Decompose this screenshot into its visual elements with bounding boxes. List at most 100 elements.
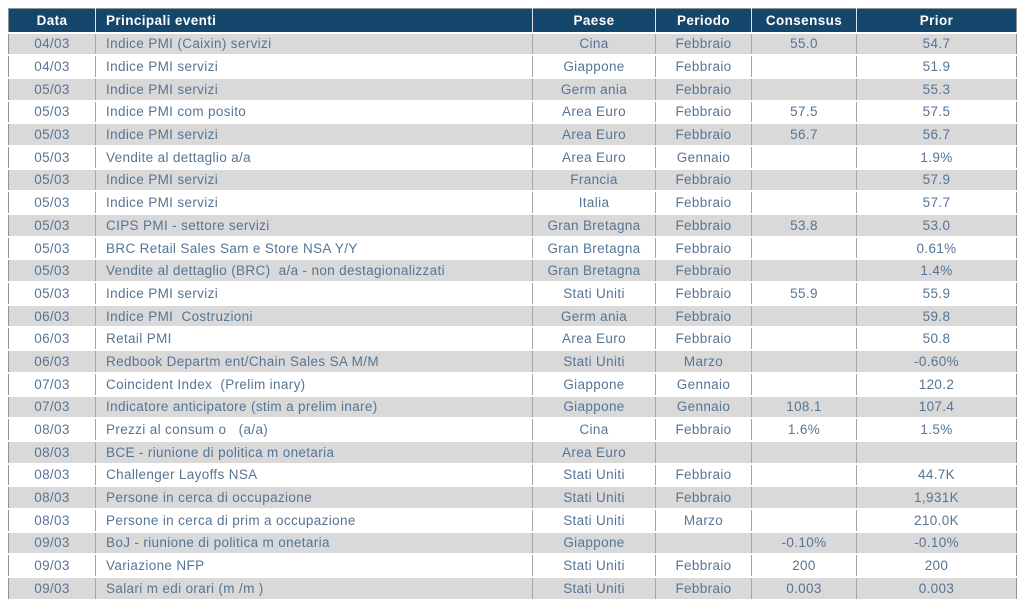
cell-paese: Stati Uniti (532, 282, 656, 306)
cell-paese: Cina (532, 32, 656, 57)
table-row: 06/03 Retail PMI Area Euro Febbraio 50.8 (8, 327, 1017, 352)
cell-prior: 120.2 (856, 372, 1017, 397)
cell-consensus: 1.6% (751, 418, 857, 442)
cell-evento: Redbook Departm ent/Chain Sales SA M/M (95, 350, 533, 374)
table-row: 05/03 Indice PMI servizi Germ ania Febbraio… (8, 77, 1017, 102)
column-header-prior: Prior (856, 8, 1017, 34)
table-row: 06/03 Indice PMI Costruzioni Germ ania Febb… (8, 304, 1017, 329)
cell-evento: Indice PMI servizi (95, 55, 533, 79)
cell-paese: Gran Bretagna (532, 214, 656, 238)
cell-data: 07/03 (8, 395, 96, 420)
cell-data: 08/03 (8, 463, 96, 488)
cell-data: 05/03 (8, 191, 96, 215)
cell-paese: Francia (532, 168, 656, 193)
cell-paese: Giappone (532, 55, 656, 79)
cell-evento: Salari m edi orari (m /m ) (95, 577, 533, 601)
cell-paese: Stati Uniti (532, 463, 656, 488)
cell-data: 05/03 (8, 100, 96, 125)
table-row: 08/03 Persone in cerca di occupazione Stat… (8, 486, 1017, 510)
cell-consensus (751, 372, 857, 397)
cell-evento: Indicatore anticipatore (stim a prelim i… (95, 395, 533, 420)
cell-periodo: Gennaio (655, 395, 752, 420)
cell-periodo: Marzo (655, 508, 752, 533)
table-header: Data Principali eventi Paese Periodo Con… (8, 8, 1017, 34)
cell-periodo: Febbraio (655, 191, 752, 215)
cell-paese: Germ ania (532, 77, 656, 102)
cell-prior: 50.8 (856, 327, 1017, 352)
cell-evento: Persone in cerca di occupazione (95, 486, 533, 510)
cell-periodo: Febbraio (655, 282, 752, 306)
cell-consensus (751, 463, 857, 488)
cell-evento: Indice PMI servizi (95, 282, 533, 306)
cell-prior: 44.7K (856, 463, 1017, 488)
cell-consensus (751, 304, 857, 329)
cell-periodo (655, 531, 752, 556)
cell-evento: CIPS PMI - settore servizi (95, 214, 533, 238)
cell-paese: Stati Uniti (532, 350, 656, 374)
column-header-data: Data (8, 8, 96, 34)
cell-periodo: Febbraio (655, 418, 752, 442)
cell-data: 06/03 (8, 304, 96, 329)
cell-consensus: 57.5 (751, 100, 857, 125)
cell-consensus (751, 145, 857, 170)
table-row: 05/03 CIPS PMI - settore servizi Gran Bret… (8, 214, 1017, 238)
cell-consensus: 200 (751, 554, 857, 578)
cell-evento: Indice PMI com posito (95, 100, 533, 125)
cell-evento: Retail PMI (95, 327, 533, 352)
table-row: 05/03 Indice PMI servizi Francia Febbraio 57… (8, 168, 1017, 193)
cell-periodo: Febbraio (655, 55, 752, 79)
cell-periodo: Febbraio (655, 123, 752, 147)
cell-consensus: -0.10% (751, 531, 857, 556)
cell-periodo: Febbraio (655, 100, 752, 125)
cell-periodo: Febbraio (655, 77, 752, 102)
cell-prior: 1.9% (856, 145, 1017, 170)
cell-periodo: Febbraio (655, 486, 752, 510)
cell-prior: 1.4% (856, 259, 1017, 284)
cell-data: 05/03 (8, 282, 96, 306)
cell-evento: Indice PMI servizi (95, 168, 533, 193)
cell-consensus: 55.9 (751, 282, 857, 306)
cell-prior: 0.61% (856, 236, 1017, 261)
cell-consensus: 108.1 (751, 395, 857, 420)
cell-periodo: Febbraio (655, 304, 752, 329)
table-row: 08/03 BCE - riunione di politica m onetar… (8, 440, 1017, 465)
cell-evento: Persone in cerca di prim a occupazione (95, 508, 533, 533)
cell-prior: 55.9 (856, 282, 1017, 306)
cell-periodo: Febbraio (655, 168, 752, 193)
cell-periodo: Febbraio (655, 32, 752, 57)
cell-data: 06/03 (8, 350, 96, 374)
cell-paese: Stati Uniti (532, 577, 656, 601)
cell-paese: Giappone (532, 531, 656, 556)
cell-consensus: 0.003 (751, 577, 857, 601)
cell-prior: -0.60% (856, 350, 1017, 374)
cell-prior: 57.7 (856, 191, 1017, 215)
cell-consensus (751, 168, 857, 193)
table-row: 04/03 Indice PMI (Caixin) servizi Cina Febb… (8, 32, 1017, 57)
cell-consensus (751, 77, 857, 102)
cell-evento: BCE - riunione di politica m onetaria (95, 440, 533, 465)
cell-periodo: Febbraio (655, 327, 752, 352)
table-row: 08/03 Challenger Layoffs NSA Stati Uniti Fe… (8, 463, 1017, 488)
cell-prior: 56.7 (856, 123, 1017, 147)
cell-prior: 210.0K (856, 508, 1017, 533)
table-row: 05/03 Indice PMI servizi Stati Uniti Febbra… (8, 282, 1017, 306)
table-body: 04/03 Indice PMI (Caixin) servizi Cina Febb… (8, 32, 1017, 601)
column-header-eventi: Principali eventi (95, 8, 533, 34)
events-table: Data Principali eventi Paese Periodo Con… (8, 8, 1017, 601)
cell-prior: -0.10% (856, 531, 1017, 556)
cell-evento: Coincident Index (Prelim inary) (95, 372, 533, 397)
cell-evento: Vendite al dettaglio (BRC) a/a - non des… (95, 259, 533, 284)
cell-evento: Prezzi al consum o (a/a) (95, 418, 533, 442)
cell-data: 05/03 (8, 123, 96, 147)
table-row: 09/03 Variazione NFP Stati Uniti Febbraio 20… (8, 554, 1017, 578)
events-calendar: Data Principali eventi Paese Periodo Con… (8, 8, 1017, 601)
cell-periodo: Febbraio (655, 554, 752, 578)
cell-paese: Area Euro (532, 145, 656, 170)
cell-data: 08/03 (8, 440, 96, 465)
cell-prior: 51.9 (856, 55, 1017, 79)
cell-prior: 59.8 (856, 304, 1017, 329)
cell-paese: Gran Bretagna (532, 236, 656, 261)
cell-evento: BRC Retail Sales Sam e Store NSA Y/Y (95, 236, 533, 261)
cell-evento: Indice PMI servizi (95, 123, 533, 147)
cell-data: 08/03 (8, 418, 96, 442)
